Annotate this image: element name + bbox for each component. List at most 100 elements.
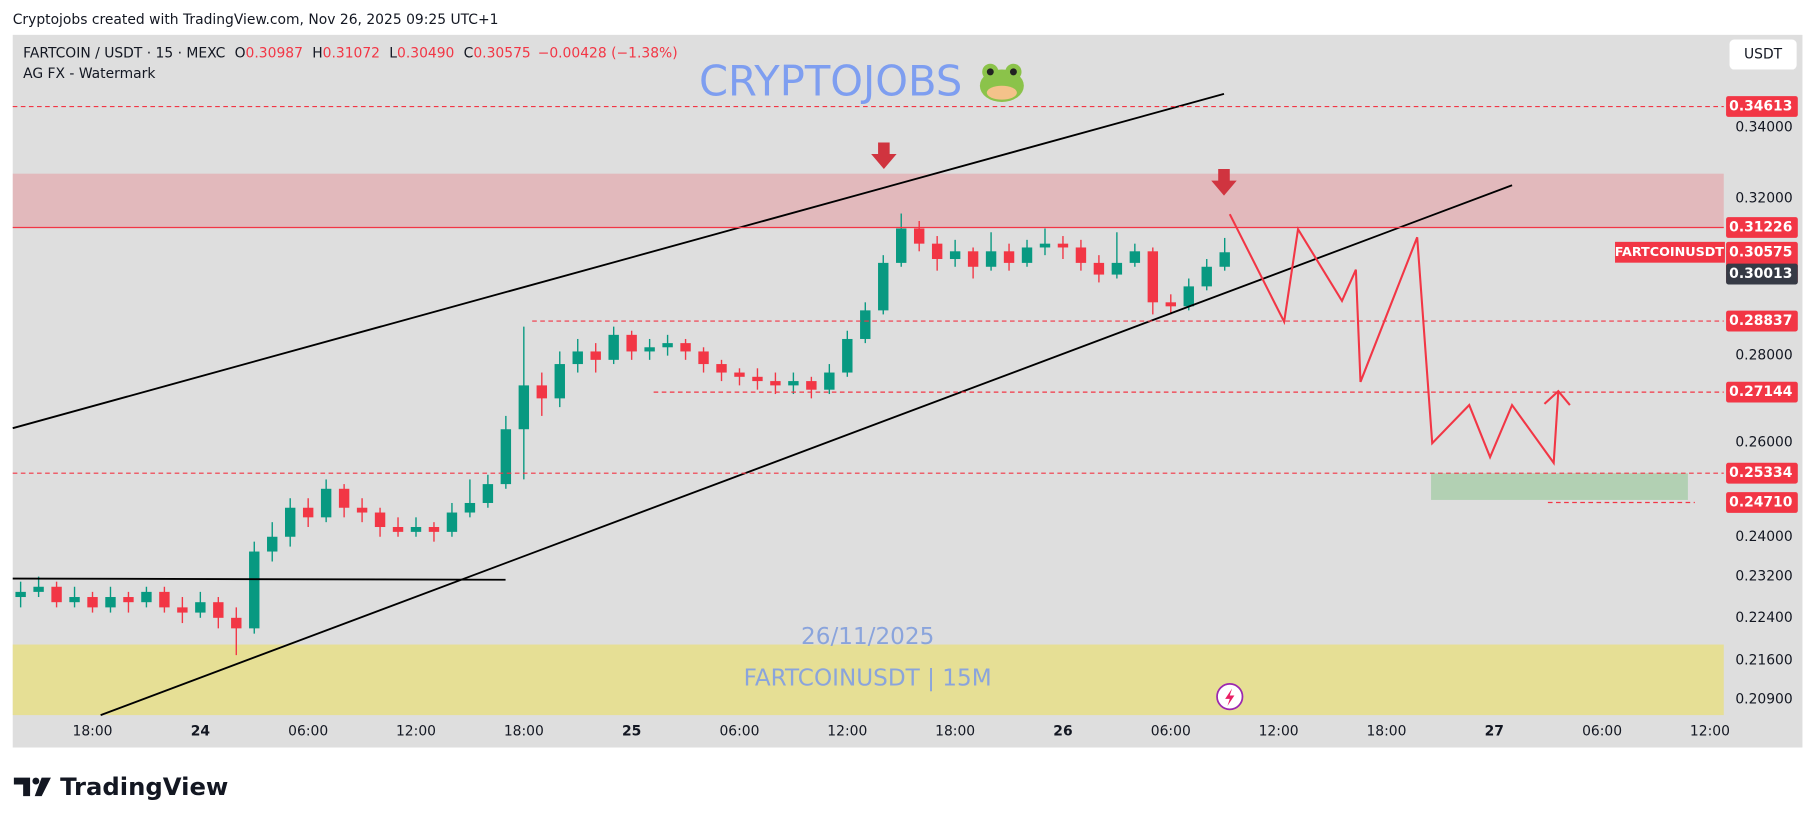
plot [12,173,1724,716]
highlight-zone [12,644,1724,716]
candle-body [554,364,565,399]
ohlc-name: H [312,45,322,61]
x-tick-label: 18:00 [935,723,975,739]
candle-body [752,376,763,382]
price-label-box [1726,263,1798,285]
candle-body [267,536,278,552]
x-tick-label: 12:00 [396,723,436,739]
price-label: 0.31226 [1729,220,1792,236]
price-label: 0.24710 [1729,495,1792,511]
symbol-tag-box [1615,241,1725,263]
candle-body [159,591,170,608]
candle-body [1039,243,1051,248]
y-tick-label: 0.28000 [1735,348,1792,364]
candle-body [860,310,871,339]
candle-body [15,591,26,598]
drawings [12,92,1571,716]
alert-icon-bolt [1225,688,1235,706]
candle-body [985,251,997,267]
currency-button[interactable] [1729,39,1797,70]
trend-line [100,184,1513,716]
caption: Cryptojobs created with TradingView.com,… [13,12,499,28]
candle-body [913,228,925,244]
candle-body [464,502,476,513]
ohlc-name: L [389,45,397,61]
y-tick-label: 0.21600 [1735,653,1792,669]
candle-body [231,617,242,629]
footer-brand: TradingView [60,772,228,801]
candle-body [482,484,494,503]
candle-body [536,385,548,399]
candle-body [123,597,134,603]
currency-label[interactable]: USDT [1744,47,1783,63]
candles [15,213,1230,656]
candle-body [1093,262,1105,275]
y-tick-label: 0.34000 [1735,120,1792,136]
candle-body [195,602,206,613]
ohlc-value: 0.30987 [246,45,303,61]
candle-body [1111,262,1123,275]
price-label: 0.25334 [1729,465,1793,481]
candle-body [518,385,530,430]
symbol: FARTCOIN / USDT · 15 · MEXC [23,45,225,61]
x-tick-label: 25 [622,723,641,739]
trend-line [12,92,1225,430]
candle-body [572,351,583,365]
candle-body [824,372,835,390]
projection-path [1228,213,1560,466]
candle-body [1201,266,1212,287]
candle-body [680,343,691,352]
candle-body [320,488,332,518]
candle-body [141,591,152,603]
candle-body [806,381,817,390]
candle-body [662,343,673,348]
candle-body [1183,286,1194,307]
candle-body [698,351,709,365]
symbol-legend: FARTCOIN / USDT · 15 · MEXC O0.30987 H0.31… [23,45,678,61]
price-label-box [1726,462,1798,484]
candle-body [608,334,619,360]
candle-body [428,527,440,532]
price-label: 0.34613 [1729,99,1792,115]
price-label: 0.30575 [1729,244,1792,260]
candle-body [87,597,98,608]
candle-body [410,527,422,532]
projection-arrow [1543,389,1571,406]
candle-body [770,381,781,386]
candle-body [51,586,62,603]
candle-body [626,334,637,352]
candle-body [69,597,80,603]
candle-body [1075,247,1087,263]
x-tick-label: 12:00 [827,723,867,739]
candle-body [590,351,601,360]
candle-body [1219,252,1230,267]
price-label-box [1726,96,1798,117]
candle-body [338,488,350,508]
ohlc-value: 0.30490 [397,45,454,61]
price-label: 0.30013 [1729,266,1792,282]
price-label: 0.27144 [1729,384,1793,400]
resistance-zone [12,173,1724,229]
y-tick-label: 0.23200 [1735,569,1792,585]
target-zone [1431,473,1688,500]
arrow-marker [1211,169,1237,196]
x-tick-label: 06:00 [1582,723,1622,739]
y-tick-label: 0.24000 [1735,529,1792,545]
candle-body [105,597,116,608]
x-tick-label: 26 [1053,723,1072,739]
x-tick-label: 18:00 [73,723,113,739]
candle-body [1003,251,1015,263]
candle-body [842,338,853,373]
candle-body [1165,302,1176,307]
price-label-box [1726,492,1798,513]
candle-body [1057,243,1069,248]
candle-body [967,251,979,267]
price-label-box [1726,381,1798,403]
candle-body [931,243,943,260]
symbol-tag: FARTCOINUSDT [1615,244,1725,259]
x-tick-label: 06:00 [288,723,328,739]
candle-body [878,262,889,311]
watermark-label: FARTCOINUSDT | 15M [744,666,992,692]
candle-body [284,507,296,537]
